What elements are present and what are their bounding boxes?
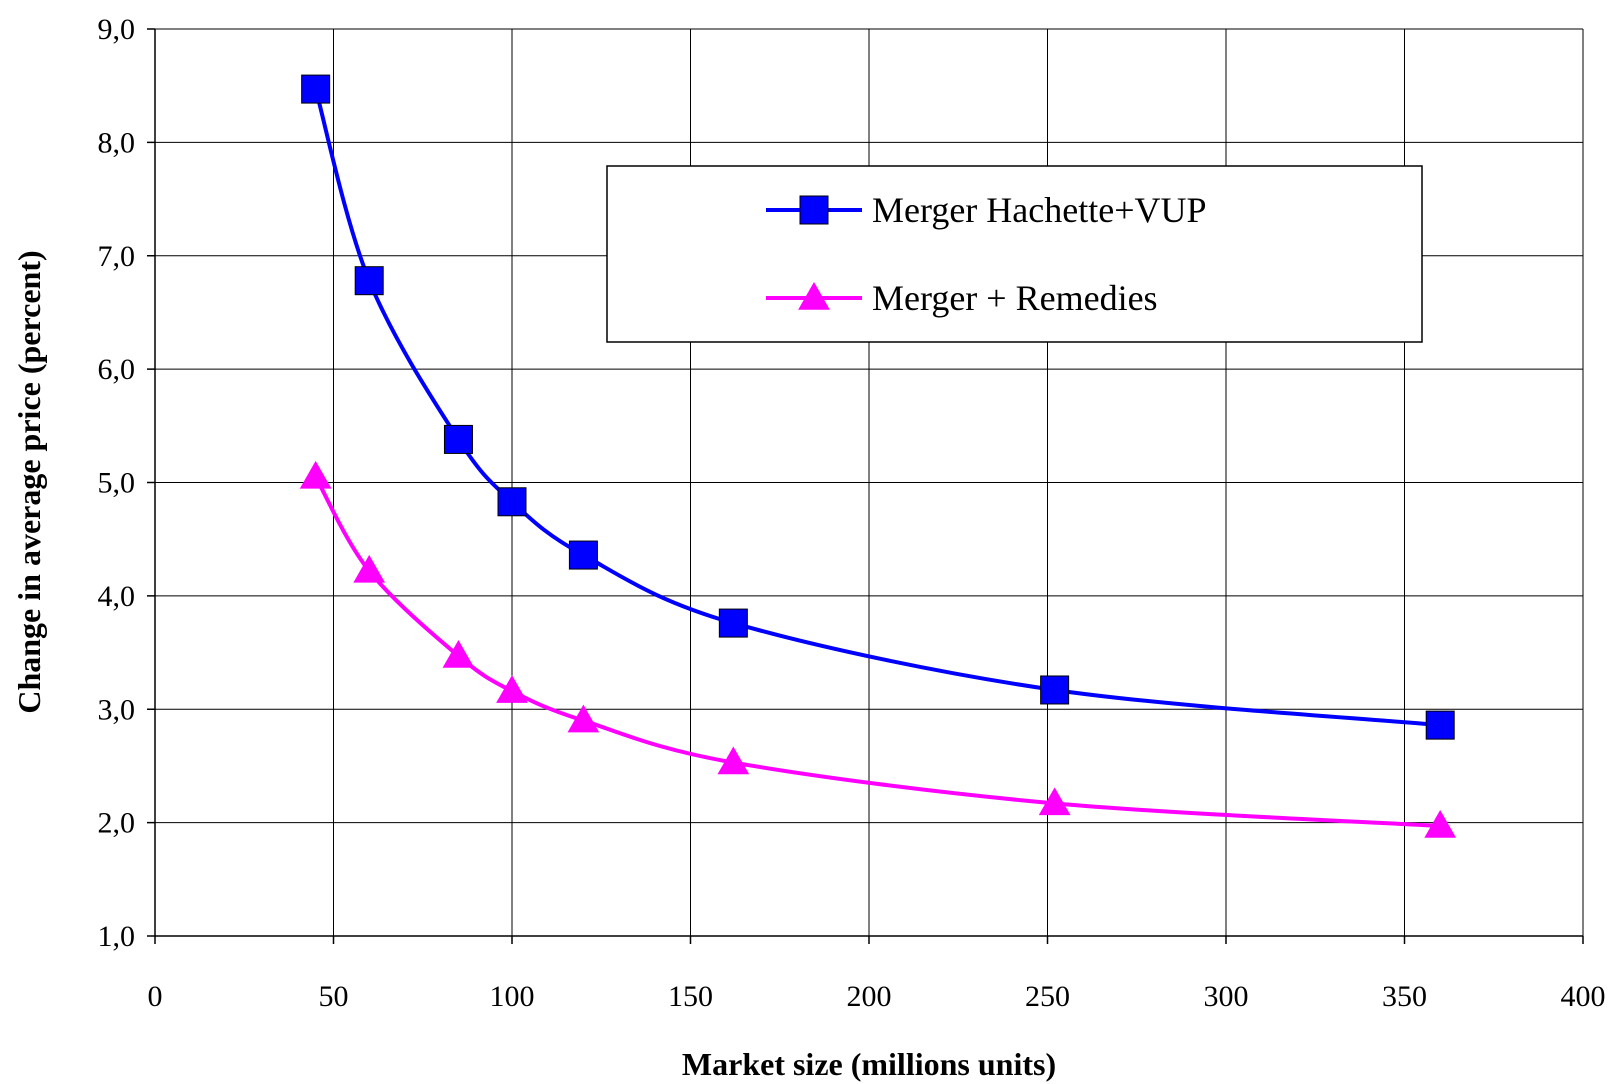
- series-2: [299, 460, 1457, 838]
- data-point: [442, 639, 475, 668]
- data-point: [568, 540, 598, 570]
- data-point: [1040, 675, 1070, 705]
- data-point: [496, 675, 528, 703]
- legend-item-2: Merger + Remedies: [766, 278, 1158, 318]
- x-tick-label: 100: [490, 980, 535, 1013]
- legend: Merger Hachette+VUP Merger + Remedies: [606, 165, 1423, 343]
- data-point: [443, 424, 473, 454]
- y-tick-label: 2,0: [98, 807, 136, 840]
- y-tick-label: 5,0: [98, 467, 136, 500]
- series-group: [299, 74, 1457, 838]
- y-tick-label: 1,0: [98, 920, 136, 953]
- data-point: [353, 554, 386, 583]
- y-tick-label: 7,0: [98, 240, 136, 273]
- data-point: [718, 608, 748, 638]
- y-tick-labels: 1,0 2,0 3,0 4,0 5,0 6,0 7,0 8,0 9,0: [98, 13, 136, 953]
- x-axis-title: Market size (millions units): [682, 1046, 1056, 1082]
- legend-marker: [798, 281, 830, 310]
- x-tick-labels: 0 50 100 150 200 250 300 350 400: [148, 980, 1606, 1013]
- axes: [147, 28, 1584, 944]
- series-1: [301, 74, 1455, 740]
- x-tick-label: 250: [1025, 980, 1070, 1013]
- legend-label: Merger + Remedies: [872, 278, 1158, 318]
- y-tick-label: 6,0: [98, 353, 136, 386]
- x-tick-label: 0: [148, 980, 163, 1013]
- series-line: [313, 475, 1441, 829]
- x-tick-label: 350: [1382, 980, 1427, 1013]
- legend-label: Merger Hachette+VUP: [872, 190, 1207, 230]
- y-tick-label: 3,0: [98, 693, 136, 726]
- x-tick-label: 200: [847, 980, 892, 1013]
- y-tick-label: 4,0: [98, 580, 136, 613]
- data-point: [1424, 810, 1457, 838]
- legend-box: [606, 165, 1423, 343]
- legend-marker: [799, 195, 829, 225]
- legend-item-1: Merger Hachette+VUP: [766, 190, 1207, 230]
- y-tick-label: 8,0: [98, 126, 136, 159]
- x-tick-label: 300: [1204, 980, 1249, 1013]
- data-point: [299, 460, 332, 489]
- y-axis-title: Change in average price (percent): [11, 250, 47, 713]
- data-point: [567, 704, 600, 733]
- data-point: [717, 746, 750, 775]
- data-point: [497, 487, 527, 517]
- data-point: [1425, 710, 1455, 740]
- x-tick-label: 150: [668, 980, 713, 1013]
- data-point: [1038, 787, 1071, 816]
- y-tick-label: 9,0: [98, 13, 136, 46]
- x-tick-label: 50: [319, 980, 349, 1013]
- data-point: [354, 266, 384, 296]
- data-point: [301, 74, 331, 104]
- x-tick-label: 400: [1561, 980, 1606, 1013]
